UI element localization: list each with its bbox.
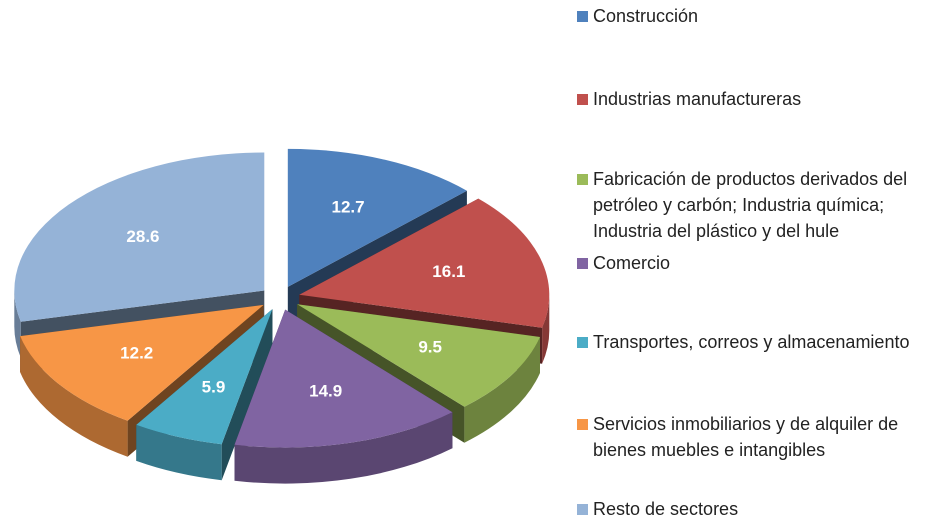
slice-top: [297, 304, 540, 407]
data-label: 12.7: [332, 198, 365, 217]
legend-swatch: [577, 337, 588, 348]
legend-label: Industrias manufactureras: [593, 89, 802, 109]
slice-top: [136, 309, 273, 445]
legend-swatch: [577, 504, 588, 515]
slice-wall: [464, 337, 540, 443]
legend-item: Transportes, correos y almacenamiento: [577, 329, 945, 355]
slice-wall: [14, 290, 21, 358]
data-label: 5.9: [202, 378, 226, 397]
data-label: 28.6: [126, 227, 159, 246]
data-label: 16.1: [432, 262, 465, 281]
legend-label: Servicios inmobiliarios y de alquiler de…: [593, 414, 899, 460]
slice-top: [20, 304, 264, 421]
data-label: 12.2: [120, 344, 153, 363]
legend-item: Servicios inmobiliarios y de alquiler de…: [577, 411, 945, 463]
legend-swatch: [577, 258, 588, 269]
slice-wall: [542, 294, 550, 364]
data-label: 14.9: [309, 382, 342, 401]
legend-swatch: [577, 11, 588, 22]
legend-item: Industrias manufactureras: [577, 86, 945, 112]
legend-item: Fabricación de productos derivados del p…: [577, 166, 945, 244]
legend-label: Resto de sectores: [593, 499, 739, 518]
slice-top: [234, 309, 453, 448]
legend-item: Construcción: [577, 3, 945, 29]
legend-label: Comercio: [593, 253, 671, 273]
legend-label: Fabricación de productos derivados del p…: [593, 169, 908, 241]
legend-label: Transportes, correos y almacenamiento: [593, 332, 910, 352]
slice-top: [287, 148, 467, 287]
slice: [136, 309, 273, 481]
legend-item: Resto de sectores: [577, 496, 945, 518]
legend-item: Comercio: [577, 250, 945, 276]
legend-label: Construcción: [593, 6, 699, 26]
data-label: 9.5: [418, 338, 442, 357]
slice-top: [299, 198, 550, 328]
legend-swatch: [577, 419, 588, 430]
slice-top: [14, 152, 265, 322]
legend-swatch: [577, 174, 588, 185]
slice: [234, 309, 453, 484]
legend-swatch: [577, 94, 588, 105]
slice-wall: [20, 336, 128, 457]
slice-wall: [136, 424, 222, 481]
slice-wall: [234, 412, 453, 484]
